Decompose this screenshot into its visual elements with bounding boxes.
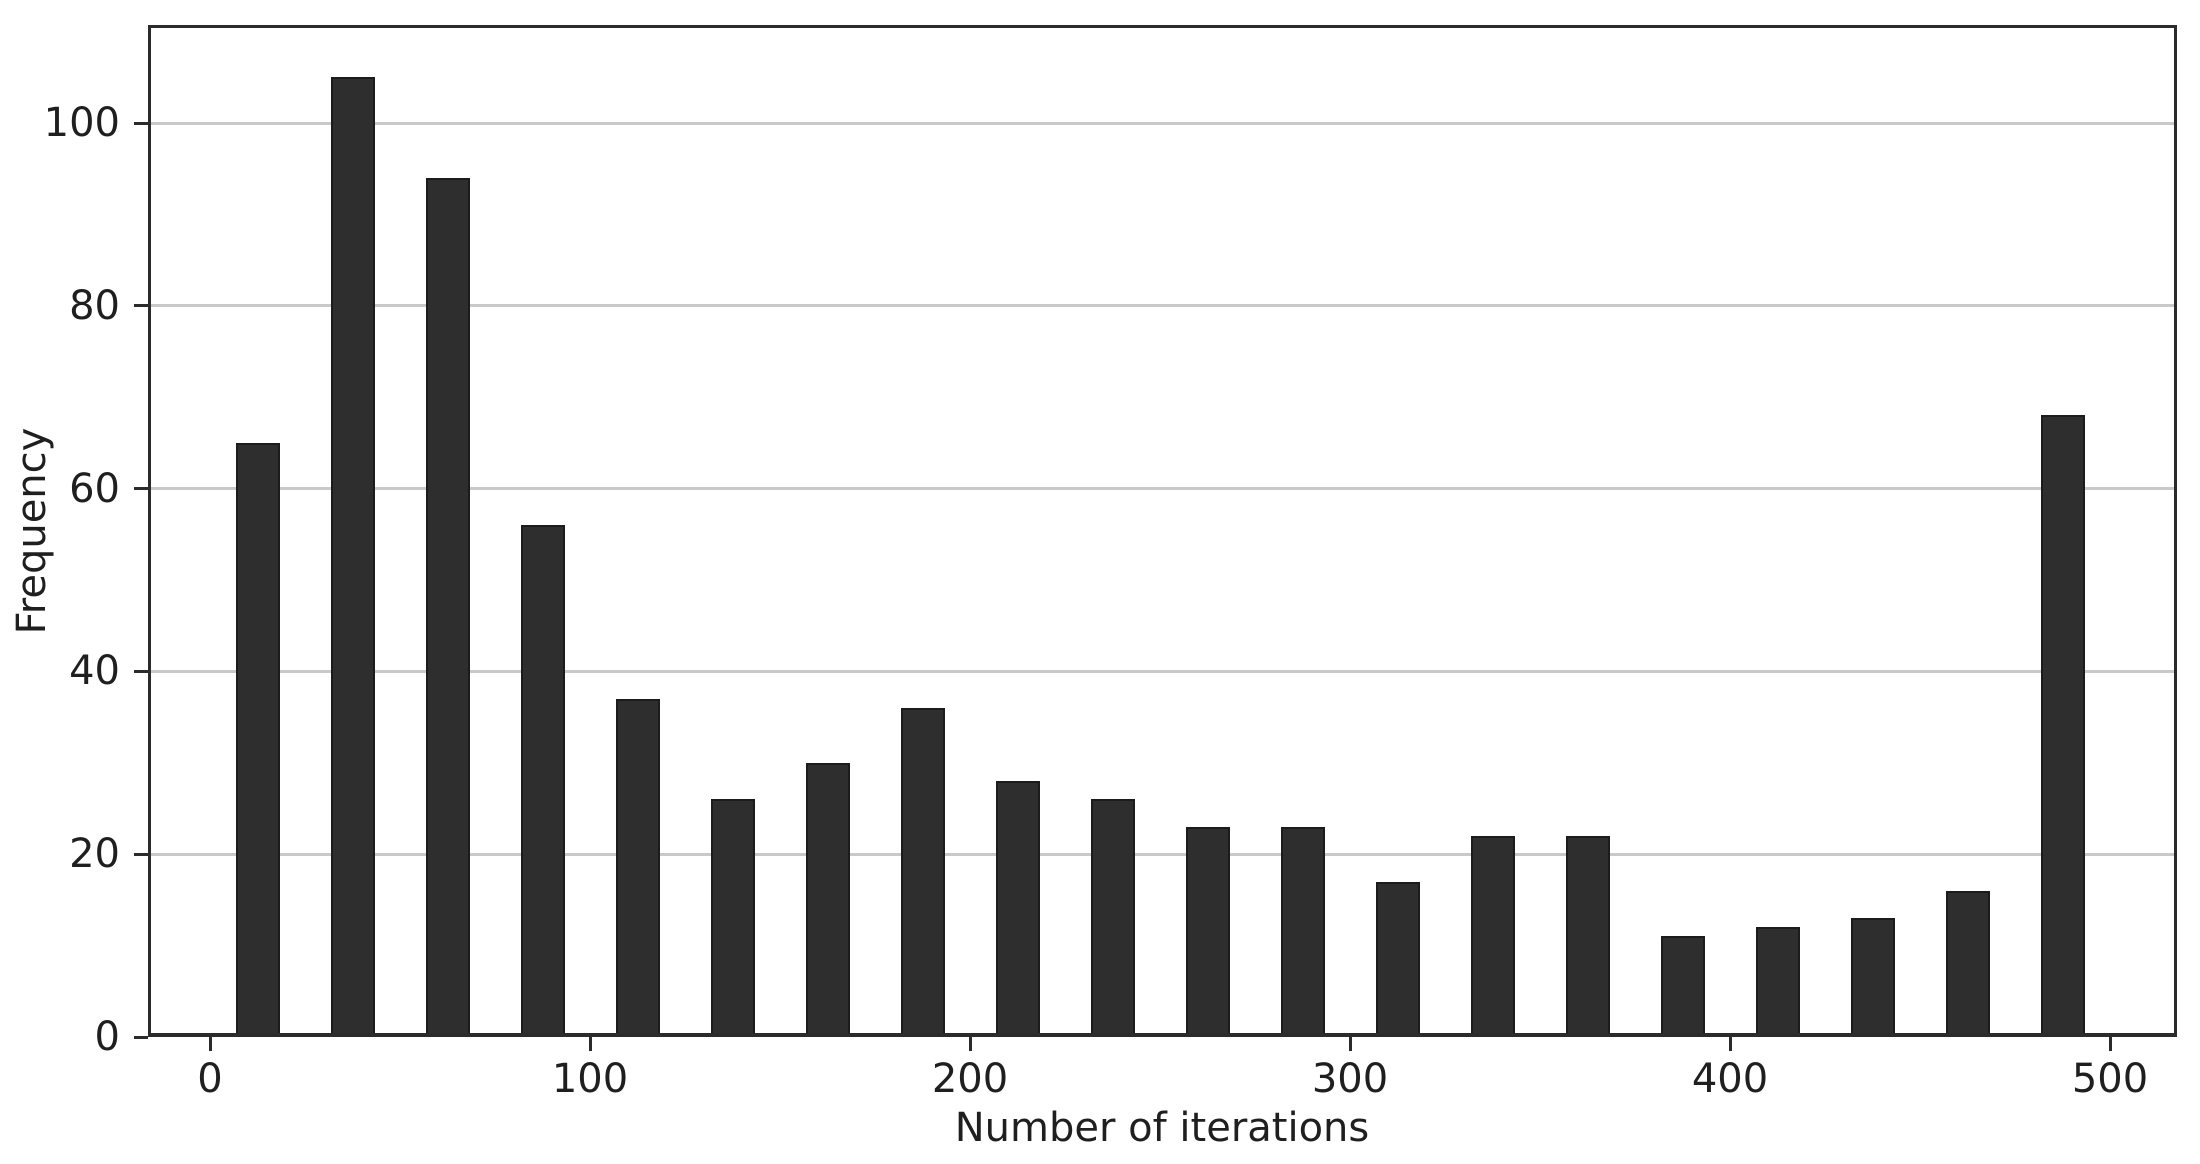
gridline-y-60	[148, 487, 2177, 491]
plot-area: 0 20 40 60 80 100 0 100 200 300 400 500	[44, 25, 2177, 1099]
histogram-bar	[235, 442, 280, 1037]
histogram-bar	[425, 177, 470, 1037]
x-tick-mark	[588, 1037, 592, 1051]
histogram-bar	[805, 762, 850, 1037]
y-tick-label: 0	[94, 1014, 120, 1060]
gridlines-layer	[148, 25, 2177, 1037]
histogram-bar	[1280, 826, 1325, 1037]
bars-layer	[148, 25, 2177, 1037]
gridline-y-40	[148, 669, 2177, 673]
histogram-bar	[900, 707, 945, 1037]
histogram-bar	[520, 525, 565, 1037]
x-tick-label: 200	[931, 1056, 1009, 1102]
y-tick-mark	[134, 304, 148, 308]
y-tick-mark	[134, 1035, 148, 1039]
histogram-bar	[1470, 835, 1515, 1037]
y-tick-label: 40	[69, 648, 120, 695]
y-tick-label: 100	[43, 100, 120, 146]
histogram-bar	[1090, 799, 1135, 1037]
y-tick-mark	[134, 852, 148, 856]
histogram-bar	[1375, 881, 1420, 1037]
y-tick-mark	[134, 487, 148, 491]
y-tick-label: 20	[69, 831, 120, 878]
histogram-bar	[1660, 936, 1705, 1037]
y-tick-label: 80	[69, 282, 120, 329]
gridline-y-80	[148, 304, 2177, 308]
x-axis-label: Number of iterations	[954, 1105, 1370, 1151]
gridline-y-100	[148, 121, 2177, 125]
histogram-bar	[1185, 826, 1230, 1037]
x-tick-label: 100	[551, 1056, 629, 1102]
y-axis-label: Frequency	[9, 427, 55, 635]
histogram-bar	[710, 799, 755, 1037]
x-tick-mark	[1348, 1037, 1352, 1051]
x-tick-label: 500	[2071, 1056, 2149, 1102]
x-tick-label: 400	[1691, 1056, 1769, 1102]
x-tick-label: 300	[1311, 1056, 1389, 1102]
y-tick-label: 60	[69, 465, 120, 512]
ticks-layer: 0 20 40 60 80 100 0 100 200 300 400 500	[44, 25, 2177, 1099]
histogram-bar	[1755, 927, 1800, 1037]
gridline-y-20	[148, 852, 2177, 856]
x-tick-mark	[2108, 1037, 2112, 1051]
x-tick-mark	[208, 1037, 212, 1051]
histogram-bar	[1565, 835, 1610, 1037]
y-tick-mark	[134, 669, 148, 673]
x-tick-mark	[968, 1037, 972, 1051]
histogram-bar	[995, 781, 1040, 1037]
histogram-bar	[2040, 415, 2085, 1037]
x-tick-mark	[1728, 1037, 1732, 1051]
y-tick-mark	[134, 121, 148, 125]
x-tick-label: 0	[197, 1056, 223, 1102]
histogram-bar	[330, 77, 375, 1037]
